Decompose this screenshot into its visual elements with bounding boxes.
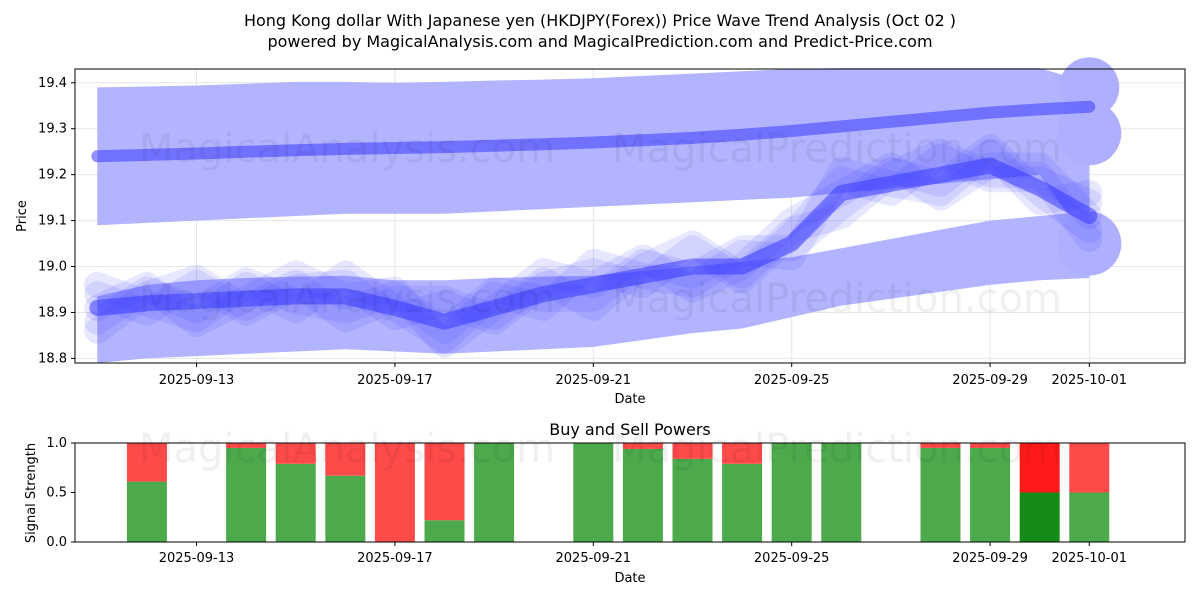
top-y-axis-label: Price [15, 200, 30, 232]
sell-bar [622, 443, 663, 449]
sell-bar [1069, 443, 1110, 493]
top-x-axis-label: Date [614, 392, 645, 407]
watermark-top-left-low: MagicalAnalysis.com [139, 276, 555, 322]
buy-bar [226, 447, 267, 542]
price-wave-line [89, 157, 1098, 330]
buy-bar [1069, 492, 1110, 542]
buy-bar [325, 475, 366, 542]
sell-bar [920, 443, 961, 448]
bottom-y-tick-label: 0.0 [46, 535, 67, 550]
buy-bar [920, 447, 961, 542]
bottom-x-tick-label: 2025-09-29 [952, 551, 1028, 566]
top-x-tick-label: 2025-09-17 [357, 373, 433, 388]
bottom-y-tick-label: 0.5 [46, 486, 67, 501]
buy-bar [275, 463, 316, 542]
top-y-tick-label: 19.1 [38, 214, 67, 229]
bottom-x-tick-label: 2025-09-13 [159, 551, 235, 566]
sell-bar [126, 443, 167, 482]
buy-bar [573, 443, 614, 542]
lower-band-cap [1057, 211, 1122, 276]
bottom-x-tick-label: 2025-09-17 [357, 551, 433, 566]
bottom-x-axis-label: Date [614, 571, 645, 586]
buy-bar [771, 443, 812, 542]
top-y-tick-label: 19.3 [38, 122, 67, 137]
top-y-tick-label: 19.2 [38, 168, 67, 183]
buy-bar [126, 481, 167, 542]
bottom-x-tick-label: 2025-10-01 [1051, 551, 1127, 566]
top-x-tick-label: 2025-09-25 [754, 373, 830, 388]
chart-title-line1: Hong Kong dollar With Japanese yen (HKDJ… [244, 11, 956, 30]
sell-bar [672, 443, 713, 459]
buy-bar [672, 458, 713, 542]
top-y-ticks: 18.8 18.9 19.0 19.1 19.2 19.3 19.4 [38, 76, 75, 366]
bottom-y-tick-label: 1.0 [46, 436, 67, 451]
buy-bar [722, 463, 763, 542]
upper-band-cap [1057, 101, 1122, 166]
sell-bar [226, 443, 267, 448]
watermark-top-left: MagicalAnalysis.com [139, 126, 555, 172]
signal-bars [126, 443, 1110, 542]
buy-bar [1019, 492, 1060, 542]
top-x-tick-label: 2025-09-13 [159, 373, 235, 388]
long-term-trend-line [91, 100, 1096, 163]
buy-bar [424, 520, 465, 542]
buy-sell-chart: Buy and Sell Powers MagicalAnalysis.com … [24, 420, 1186, 586]
top-y-tick-label: 18.8 [38, 351, 67, 366]
bottom-y-axis-label: Signal Strength [24, 443, 39, 543]
buy-bar [474, 443, 515, 542]
watermark-top-right: MagicalPrediction.com [612, 126, 1062, 172]
watermark-bottom-left: MagicalAnalysis.com [139, 426, 555, 472]
buy-bar [821, 443, 862, 542]
sell-bar [1019, 443, 1060, 493]
top-y-tick-label: 19.0 [38, 260, 67, 275]
sell-bar [970, 443, 1011, 448]
chart-title-line2: powered by MagicalAnalysis.com and Magic… [267, 32, 932, 51]
sell-bar [722, 443, 763, 464]
buy-bar [622, 448, 663, 542]
bottom-x-ticks: 2025-09-13 2025-09-17 2025-09-21 2025-09-25… [159, 542, 1127, 566]
watermark-top-right-low: MagicalPrediction.com [612, 276, 1062, 322]
sell-bar [275, 443, 316, 464]
top-x-tick-label: 2025-09-29 [952, 373, 1028, 388]
top-x-tick-label: 2025-09-21 [556, 373, 632, 388]
sell-bar [424, 443, 465, 521]
top-waves [84, 100, 1103, 358]
bottom-x-tick-label: 2025-09-25 [754, 551, 830, 566]
bottom-y-ticks: 0.0 0.5 1.0 [46, 436, 75, 550]
buy-bar [970, 447, 1011, 542]
top-x-tick-label: 2025-10-01 [1051, 373, 1127, 388]
top-plot-frame [74, 68, 1186, 364]
bottom-x-tick-label: 2025-09-21 [556, 551, 632, 566]
top-y-tick-label: 19.4 [38, 76, 67, 91]
sell-bar [374, 443, 415, 542]
top-x-ticks: 2025-09-13 2025-09-17 2025-09-21 2025-09-25… [159, 363, 1127, 388]
sell-bar [325, 443, 366, 476]
watermark-bottom-right: MagicalPrediction.com [612, 426, 1062, 472]
price-wave-chart: MagicalAnalysis.com MagicalPrediction.co… [15, 57, 1186, 407]
upper-band-area [97, 68, 1090, 244]
top-y-tick-label: 18.9 [38, 305, 67, 320]
bottom-chart-title: Buy and Sell Powers [549, 420, 711, 439]
